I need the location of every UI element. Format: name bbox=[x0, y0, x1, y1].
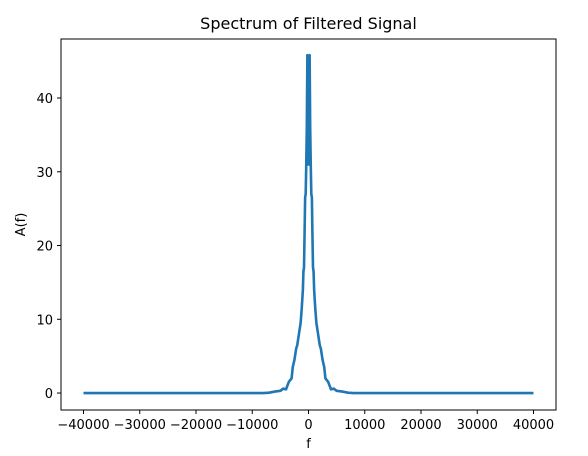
x-tick-label: 0 bbox=[304, 418, 312, 433]
y-tick-label: 0 bbox=[45, 387, 53, 402]
y-tick-label: 40 bbox=[36, 92, 53, 107]
x-tick-label: −10000 bbox=[226, 418, 278, 433]
x-tick-label: −40000 bbox=[57, 418, 109, 433]
tick-layer: −40000 −30000 −20000 −10000 0 10000 20000 30000… bbox=[36, 92, 554, 433]
x-tick-label: −20000 bbox=[170, 418, 222, 433]
y-tick-label: 10 bbox=[36, 313, 53, 328]
y-tick-label: 30 bbox=[36, 166, 53, 181]
x-tick-label: −30000 bbox=[114, 418, 166, 433]
chart-title: Spectrum of Filtered Signal bbox=[200, 14, 417, 33]
x-tick-label: 40000 bbox=[513, 418, 554, 433]
series-layer bbox=[83, 53, 534, 395]
y-tick-label: 20 bbox=[36, 240, 53, 255]
series-line-0 bbox=[83, 53, 534, 395]
y-axis-label: A(f) bbox=[14, 213, 29, 237]
x-tick-label: 10000 bbox=[344, 418, 385, 433]
x-axis-label: f bbox=[306, 437, 311, 452]
x-tick-label: 20000 bbox=[400, 418, 441, 433]
axes-frame bbox=[60, 38, 557, 411]
x-tick-label: 30000 bbox=[457, 418, 498, 433]
